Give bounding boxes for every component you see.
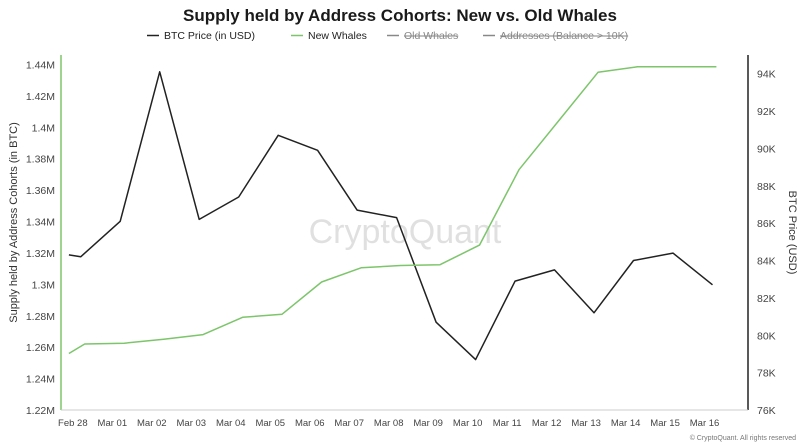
x-tick-label: Mar 06 xyxy=(295,418,325,429)
y-right-tick-label: 94K xyxy=(757,69,776,81)
x-tick-label: Mar 12 xyxy=(532,418,562,429)
x-tick-label: Mar 16 xyxy=(690,418,720,429)
y-left-tick-label: 1.3M xyxy=(32,279,55,291)
y-left-tick-label: 1.42M xyxy=(26,91,55,103)
y-left-tick-label: 1.34M xyxy=(26,217,55,229)
x-tick-label: Feb 28 xyxy=(58,418,88,429)
y-axis-left-label: Supply held by Address Cohorts (in BTC) xyxy=(8,122,20,323)
y-left-tick-label: 1.26M xyxy=(26,342,55,354)
x-tick-label: Mar 13 xyxy=(571,418,601,429)
legend-label-addresses-balance-10k: Addresses (Balance > 10K) xyxy=(500,30,628,42)
y-left-tick-label: 1.22M xyxy=(26,405,55,417)
y-left-tick-label: 1.4M xyxy=(32,122,55,134)
y-right-tick-label: 86K xyxy=(757,218,776,230)
x-tick-label: Mar 11 xyxy=(493,418,522,429)
x-tick-label: Mar 05 xyxy=(255,418,285,429)
y-right-tick-label: 80K xyxy=(757,330,776,342)
watermark: CryptoQuant xyxy=(309,213,502,251)
x-tick-label: Mar 14 xyxy=(611,418,641,429)
plot-area: 1.22M 1.24M 1.26M 1.28M 1.3M 1.32M 1.34M 1.36M 1… xyxy=(8,55,798,429)
y-left-tick-label: 1.32M xyxy=(26,248,55,260)
x-tick-label: Mar 01 xyxy=(98,418,128,429)
y-right-tick-label: 84K xyxy=(757,256,776,268)
x-tick-label: Mar 08 xyxy=(374,418,404,429)
x-tick-label: Mar 07 xyxy=(334,418,364,429)
legend-label-new-whales: New Whales xyxy=(308,30,367,42)
y-right-tick-label: 78K xyxy=(757,368,776,380)
x-tick-label: Mar 04 xyxy=(216,418,246,429)
y-right-tick-label: 88K xyxy=(757,181,776,193)
btc-price-in-usd-line xyxy=(68,71,713,361)
y-left-tick-label: 1.38M xyxy=(26,154,55,166)
y-right-tick-label: 82K xyxy=(757,293,776,305)
y-left-tick-label: 1.36M xyxy=(26,185,55,197)
x-tick-label: Mar 10 xyxy=(453,418,483,429)
y-right-tick-label: 76K xyxy=(757,405,776,417)
x-tick-label: Mar 02 xyxy=(137,418,167,429)
legend-label-btc-price-in-usd: BTC Price (in USD) xyxy=(164,30,255,42)
y-right-tick-label: 92K xyxy=(757,106,776,118)
legend-label-old-whales: Old Whales xyxy=(404,30,458,42)
x-tick-label: Mar 03 xyxy=(177,418,207,429)
y-axis-right-label: BTC Price (USD) xyxy=(786,191,798,275)
y-left-tick-label: 1.44M xyxy=(26,59,55,71)
y-right-tick-label: 90K xyxy=(757,143,776,155)
x-tick-label: Mar 09 xyxy=(413,418,443,429)
legend: BTC Price (in USD) New Whales Old Whales Ad… xyxy=(147,30,628,42)
y-left-tick-label: 1.28M xyxy=(26,311,55,323)
new-whales-line xyxy=(68,66,717,355)
x-tick-label: Mar 15 xyxy=(650,418,680,429)
chart-title: Supply held by Address Cohorts: New vs. … xyxy=(183,6,617,25)
y-left-tick-label: 1.24M xyxy=(26,374,55,386)
copyright-text: © CryptoQuant. All rights reserved xyxy=(690,434,796,442)
